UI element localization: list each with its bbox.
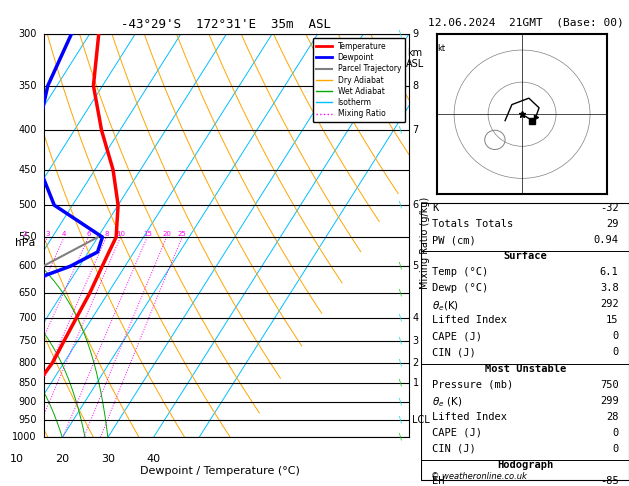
Text: 28: 28: [606, 412, 619, 422]
Text: \: \: [399, 201, 403, 209]
Text: Hodograph: Hodograph: [497, 460, 554, 470]
Text: 29: 29: [606, 219, 619, 229]
Text: Temp (°C): Temp (°C): [431, 267, 488, 278]
Text: LCL: LCL: [413, 415, 430, 425]
Text: Dewp (°C): Dewp (°C): [431, 283, 488, 294]
Text: Surface: Surface: [503, 251, 547, 261]
Text: 25: 25: [178, 231, 187, 237]
Text: 1: 1: [413, 378, 419, 388]
Text: \: \: [399, 379, 403, 387]
Text: \: \: [399, 289, 403, 297]
Text: 350: 350: [18, 81, 36, 91]
Text: 6.1: 6.1: [600, 267, 619, 278]
Text: kt: kt: [437, 44, 445, 52]
Text: 950: 950: [18, 415, 36, 425]
Text: km
ASL: km ASL: [406, 48, 425, 69]
Text: \: \: [399, 433, 403, 442]
Text: \: \: [399, 336, 403, 346]
Text: Lifted Index: Lifted Index: [431, 315, 507, 326]
Text: 550: 550: [18, 232, 36, 242]
Text: CIN (J): CIN (J): [431, 444, 476, 454]
Text: Lifted Index: Lifted Index: [431, 412, 507, 422]
Title: -43°29'S  172°31'E  35m  ASL: -43°29'S 172°31'E 35m ASL: [121, 18, 331, 32]
Text: \: \: [399, 398, 403, 407]
Text: 10: 10: [116, 231, 125, 237]
Text: \: \: [399, 416, 403, 425]
Text: 2: 2: [413, 358, 419, 367]
Text: $\theta_e$ (K): $\theta_e$ (K): [431, 396, 462, 409]
Text: 5: 5: [413, 261, 419, 271]
Text: 450: 450: [18, 165, 36, 175]
Text: \: \: [399, 358, 403, 367]
Text: CAPE (J): CAPE (J): [431, 428, 482, 438]
Text: EH: EH: [431, 476, 444, 486]
Text: 800: 800: [18, 358, 36, 367]
Text: 700: 700: [18, 313, 36, 323]
Text: © weatheronline.co.uk: © weatheronline.co.uk: [431, 472, 526, 481]
Text: Most Unstable: Most Unstable: [484, 364, 566, 374]
Text: 3: 3: [45, 231, 50, 237]
Text: 750: 750: [600, 380, 619, 390]
Text: \: \: [399, 30, 403, 38]
Text: 0: 0: [613, 428, 619, 438]
Text: 6: 6: [86, 231, 91, 237]
Text: Dewpoint / Temperature (°C): Dewpoint / Temperature (°C): [140, 466, 300, 476]
Text: 7: 7: [413, 125, 419, 136]
Text: 650: 650: [18, 288, 36, 298]
Text: $\theta_e$(K): $\theta_e$(K): [431, 299, 459, 313]
Text: 4: 4: [413, 313, 419, 323]
Text: 0.94: 0.94: [594, 235, 619, 245]
Text: K: K: [431, 203, 438, 213]
Text: 30: 30: [101, 453, 115, 464]
Text: hPa: hPa: [15, 238, 35, 248]
Text: CAPE (J): CAPE (J): [431, 331, 482, 342]
Text: 0: 0: [613, 347, 619, 358]
Text: 299: 299: [600, 396, 619, 406]
Text: \: \: [399, 262, 403, 271]
Text: PW (cm): PW (cm): [431, 235, 476, 245]
Text: Totals Totals: Totals Totals: [431, 219, 513, 229]
Text: 0: 0: [613, 444, 619, 454]
Text: 2: 2: [23, 231, 27, 237]
Text: 10: 10: [9, 453, 24, 464]
Text: \: \: [399, 126, 403, 135]
Text: 20: 20: [162, 231, 171, 237]
Text: 15: 15: [606, 315, 619, 326]
Text: 8: 8: [413, 81, 419, 91]
Text: 8: 8: [104, 231, 109, 237]
Text: Mixing Ratio (g/kg): Mixing Ratio (g/kg): [420, 197, 430, 289]
Text: 850: 850: [18, 378, 36, 388]
Legend: Temperature, Dewpoint, Parcel Trajectory, Dry Adiabat, Wet Adiabat, Isotherm, Mi: Temperature, Dewpoint, Parcel Trajectory…: [313, 38, 405, 122]
Text: 400: 400: [18, 125, 36, 136]
Text: 3: 3: [413, 336, 419, 346]
Text: 0: 0: [613, 331, 619, 342]
Text: \: \: [399, 313, 403, 322]
Text: CIN (J): CIN (J): [431, 347, 476, 358]
Text: 9: 9: [413, 29, 419, 39]
Text: 750: 750: [18, 336, 36, 346]
Text: 12.06.2024  21GMT  (Base: 00): 12.06.2024 21GMT (Base: 00): [428, 17, 623, 27]
Text: 300: 300: [18, 29, 36, 39]
Text: 1000: 1000: [12, 433, 36, 442]
Text: Pressure (mb): Pressure (mb): [431, 380, 513, 390]
Text: 40: 40: [147, 453, 160, 464]
Text: 6: 6: [413, 200, 419, 210]
Text: 500: 500: [18, 200, 36, 210]
Text: 900: 900: [18, 397, 36, 407]
Text: 15: 15: [143, 231, 152, 237]
Text: 3.8: 3.8: [600, 283, 619, 294]
Text: -85: -85: [600, 476, 619, 486]
Text: 4: 4: [62, 231, 66, 237]
Text: 600: 600: [18, 261, 36, 271]
Text: 292: 292: [600, 299, 619, 310]
Text: -32: -32: [600, 203, 619, 213]
Text: 20: 20: [55, 453, 69, 464]
